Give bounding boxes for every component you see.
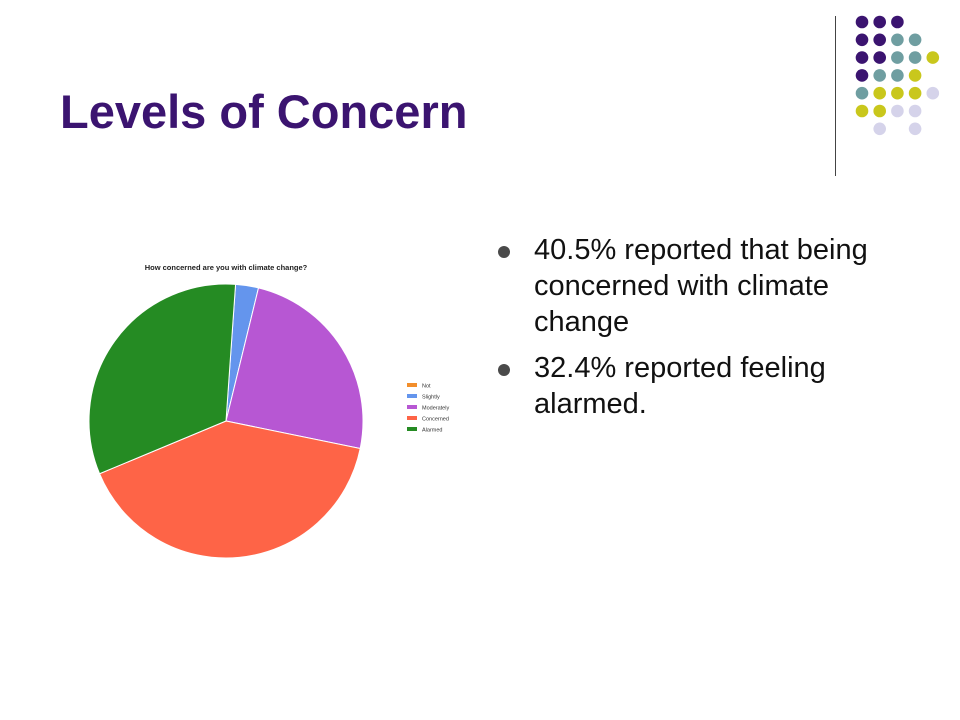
- decorative-dot: [855, 86, 869, 100]
- decorative-dot: [908, 86, 922, 100]
- bullet-list: 40.5% reported that being concerned with…: [498, 232, 898, 432]
- bullet-icon: [498, 364, 510, 376]
- legend-swatch: [407, 427, 417, 431]
- legend-swatch: [407, 394, 417, 398]
- decorative-dot: [873, 51, 886, 64]
- pie-chart: How concerned are you with climate chang…: [84, 258, 484, 568]
- pie-slice-moderately: [225, 287, 364, 450]
- legend-label: Concerned: [422, 417, 449, 423]
- decorative-dot: [908, 69, 922, 82]
- decorative-dot: [908, 122, 922, 136]
- slide-title: Levels of Concern: [60, 85, 468, 138]
- legend-swatch: [407, 416, 417, 420]
- bullet-item: 40.5% reported that being concerned with…: [498, 232, 898, 340]
- decorative-dot: [873, 122, 886, 136]
- decorative-dot: [891, 86, 904, 100]
- decorative-dot: [891, 33, 904, 47]
- legend-swatch: [407, 405, 417, 409]
- decorative-dot: [891, 104, 904, 118]
- bullet-icon: [498, 246, 510, 258]
- decorative-dot: [891, 51, 904, 64]
- bullet-text: 32.4% reported feeling alarmed.: [534, 352, 826, 420]
- chart-title: How concerned are you with climate chang…: [145, 263, 308, 272]
- chart-legend: Not Slightly Moderately Concerned Alarmed: [407, 383, 449, 434]
- decorative-dot: [873, 15, 886, 29]
- decorative-dot: [855, 51, 869, 64]
- decorative-dot: [908, 104, 922, 118]
- decorative-dot: [873, 104, 886, 118]
- decorative-dot: [926, 86, 940, 100]
- legend-label: Moderately: [422, 406, 449, 412]
- pie-slice-alarmed: [88, 283, 237, 475]
- decorative-dot: [855, 15, 869, 29]
- decorative-dot: [891, 15, 904, 29]
- divider-line: [835, 16, 836, 176]
- decorative-dot: [855, 69, 869, 82]
- decorative-dot: [891, 69, 904, 82]
- decorative-dot: [855, 104, 869, 118]
- decorative-dot-grid: [855, 15, 940, 136]
- decorative-dot: [873, 33, 886, 47]
- decorative-dot: [855, 33, 869, 47]
- legend-swatch: [407, 383, 417, 387]
- bullet-text: 40.5% reported that being concerned with…: [534, 234, 868, 338]
- legend-label: Slightly: [422, 395, 440, 401]
- pie-slices: [88, 283, 364, 559]
- bullet-item: 32.4% reported feeling alarmed.: [498, 350, 898, 422]
- decorative-dot: [926, 51, 940, 64]
- legend-label: Alarmed: [422, 428, 442, 434]
- legend-label: Not: [422, 384, 431, 390]
- decorative-dot: [908, 33, 922, 47]
- decorative-dot: [873, 86, 886, 100]
- pie-slice-concerned: [98, 420, 361, 559]
- decorative-dot: [908, 51, 922, 64]
- decorative-dot: [873, 69, 886, 82]
